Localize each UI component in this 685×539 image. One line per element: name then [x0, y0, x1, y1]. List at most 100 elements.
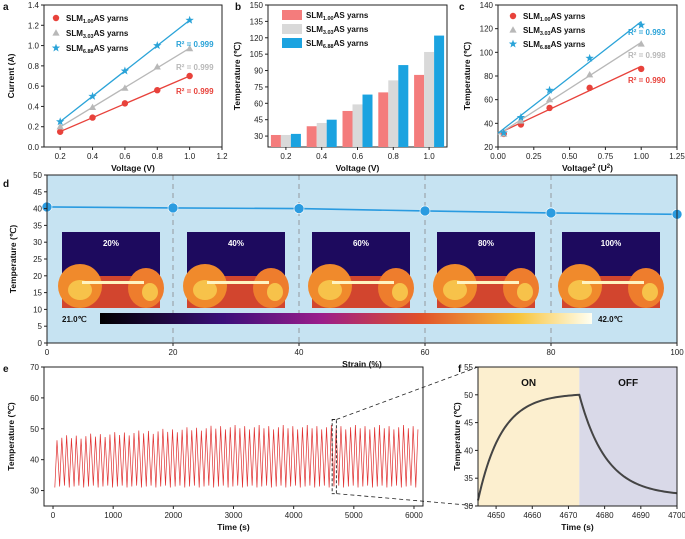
f-x-axis-label: Time (s) — [561, 522, 594, 532]
a-legend-label-2: SLM6.88AS yarns — [66, 44, 129, 55]
thermal-image-hot-spot — [568, 280, 592, 300]
panel-c-temperature-vs-voltage-squared: 0.00 0.25 0.50 0.75 1.00 1.25 20 40 60 80 100 120 14… — [462, 1, 685, 173]
d-thermal-strain-label: 100% — [601, 239, 621, 248]
c-y-axis-label: Temperature (℃) — [462, 42, 472, 111]
d-y-tick-label: 50 — [33, 171, 42, 180]
c-data-point-2 — [585, 53, 594, 62]
f-x-tick-label: 4680 — [596, 511, 614, 520]
b-bar-0 — [342, 110, 353, 147]
c-legend-label-2: SLM6.88AS yarns — [523, 40, 586, 51]
f-y-tick-label: 45 — [464, 419, 473, 428]
c-x-tick-label: 0.25 — [526, 152, 542, 161]
b-bar-2 — [362, 94, 373, 147]
a-y-tick-label: 0.2 — [28, 123, 40, 132]
b-x-tick-label: 0.6 — [352, 152, 364, 161]
e-x-tick-label: 1000 — [104, 511, 122, 520]
d-thermal-image-3: 60% — [308, 232, 414, 308]
c-fit-line-2 — [497, 21, 642, 134]
d-thermal-image-1: 20% — [58, 232, 164, 308]
a-data-point-2 — [56, 117, 65, 126]
c-data-point-1 — [586, 71, 594, 78]
a-data-point-2 — [185, 15, 194, 24]
b-bar-1 — [352, 104, 363, 147]
panel-label-b: b — [235, 2, 241, 13]
a-legend-marker-0 — [52, 14, 60, 22]
c-r2-label-2: R² = 0.993 — [628, 28, 666, 37]
d-thermal-strain-label: 20% — [103, 239, 119, 248]
a-axes-frame — [43, 4, 223, 148]
d-x-tick-label: 0 — [45, 348, 50, 357]
f-axes-frame — [477, 366, 678, 507]
panel-f-single-cycle: ON OFF 4650 4660 4670 4680 4690 4700 30 35 40 45 50 5… — [452, 363, 685, 532]
b-y-tick-label: 45 — [254, 116, 263, 125]
b-legend-swatch-1 — [282, 24, 302, 34]
a-data-point-1 — [56, 122, 64, 130]
a-data-point-1 — [88, 103, 97, 111]
c-legend-marker-0 — [509, 12, 517, 20]
c-data-point-0 — [638, 65, 645, 73]
a-x-tick-label: 1.2 — [216, 152, 228, 161]
thermal-image-heated-yarn — [457, 281, 519, 284]
a-legend-label-1: SLM3.03AS yarns — [66, 29, 129, 40]
a-legend-marker-1 — [52, 29, 60, 36]
b-y-tick-label: 60 — [254, 99, 263, 108]
e-x-tick-label: 2000 — [164, 511, 182, 520]
f-y-tick-label: 50 — [464, 391, 473, 400]
d-colorbar-max-label: 42.0℃ — [598, 315, 623, 324]
f-on-region — [478, 367, 580, 506]
d-y-tick-label: 35 — [33, 221, 42, 230]
e-x-tick-label: 0 — [51, 511, 56, 520]
a-y-axis-label: Current (A) — [6, 53, 16, 98]
c-data-point-0 — [546, 104, 553, 112]
thermal-image-hot-spot — [642, 283, 658, 301]
a-data-point-2 — [88, 91, 97, 100]
b-x-tick-label: 0.2 — [280, 152, 292, 161]
panel-a-current-vs-voltage: 0.2 0.4 0.6 0.8 1.0 1.2 0.0 0.2 0.4 0.6 0.8 1.0 1.2 1… — [6, 1, 228, 173]
b-bar-1 — [388, 80, 399, 147]
f-off-label: OFF — [618, 378, 638, 389]
d-x-axis-label: Strain (%) — [342, 359, 382, 369]
b-x-tick-label: 1.0 — [424, 152, 436, 161]
c-data-point-1 — [517, 117, 525, 124]
a-legend-label-0: SLM1.00AS yarns — [66, 14, 129, 25]
e-x-tick-label: 6000 — [405, 511, 423, 520]
c-data-point-2 — [637, 20, 646, 29]
d-y-tick-label: 15 — [33, 289, 42, 298]
d-thermal-strain-label: 40% — [228, 239, 244, 248]
panel-label-a: a — [3, 2, 9, 13]
f-x-tick-label: 4650 — [487, 511, 505, 520]
f-y-tick-label: 30 — [464, 502, 473, 511]
b-y-tick-label: 135 — [250, 17, 264, 26]
a-data-point-0 — [56, 128, 64, 135]
a-r2-label-1: R² = 0.999 — [176, 63, 214, 72]
d-colorbar — [100, 313, 592, 324]
f-y-axis-label: Temperature (℃) — [452, 402, 462, 471]
thermal-image-heated-yarn — [207, 281, 269, 284]
a-y-tick-label: 1.4 — [28, 1, 40, 10]
c-x-tick-label: 0.00 — [490, 152, 506, 161]
b-legend-swatch-0 — [282, 10, 302, 20]
c-r2-label-0: R² = 0.990 — [628, 76, 666, 85]
b-legend-swatch-2 — [282, 38, 302, 48]
thermal-image-hot-spot — [68, 280, 92, 300]
d-data-point — [167, 202, 179, 214]
thermal-image-hot-spot — [318, 280, 342, 300]
b-bar-1 — [316, 122, 327, 147]
c-y-tick-label: 100 — [480, 48, 494, 57]
d-y-tick-label: 30 — [33, 238, 42, 247]
d-y-tick-label: 25 — [33, 255, 42, 264]
a-data-point-0 — [154, 87, 161, 94]
b-y-tick-label: 90 — [254, 67, 263, 76]
e-y-tick-label: 50 — [30, 425, 39, 434]
a-r2-label-0: R² = 0.999 — [176, 87, 214, 96]
b-bar-1 — [424, 51, 435, 147]
b-bar-0 — [270, 134, 281, 147]
f-temperature-curve — [477, 393, 678, 501]
d-y-tick-label: 20 — [33, 272, 42, 281]
b-bar-2 — [434, 35, 445, 148]
c-data-point-2 — [499, 128, 508, 137]
c-legend-marker-2 — [508, 39, 518, 48]
a-data-point-0 — [186, 72, 193, 80]
a-x-tick-label: 1.0 — [184, 152, 196, 161]
